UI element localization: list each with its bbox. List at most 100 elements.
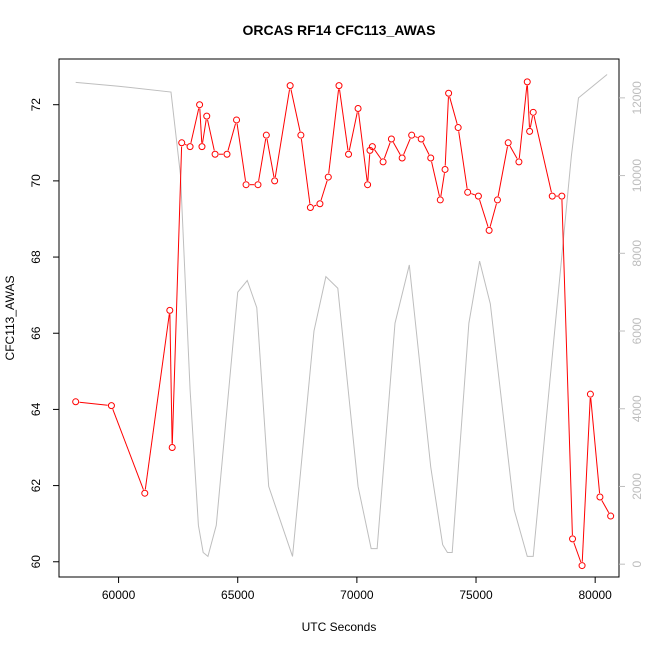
series-primary-point xyxy=(596,493,604,501)
series-primary-point xyxy=(198,143,206,151)
series-primary-segment xyxy=(383,142,391,159)
series-primary-point xyxy=(178,139,186,147)
series-primary-segment xyxy=(339,89,349,151)
series-primary-point xyxy=(141,489,149,497)
series-primary-point xyxy=(107,402,115,410)
series-primary-segment xyxy=(458,131,468,189)
series-primary-point xyxy=(316,200,324,208)
series-primary-point xyxy=(417,135,425,143)
series-primary-point xyxy=(211,150,219,158)
series-primary-point xyxy=(286,82,294,90)
series-primary-segment xyxy=(328,89,340,174)
series-primary-point xyxy=(526,127,534,135)
series-primary-point xyxy=(436,196,444,204)
series-primary-segment xyxy=(561,199,573,536)
series-primary-point xyxy=(254,181,262,189)
series-primary-segment xyxy=(422,142,430,155)
x-tick-label: 65000 xyxy=(221,588,255,602)
y-right-tick-label: 10000 xyxy=(630,159,644,193)
y-right-tick-label: 12000 xyxy=(630,81,644,115)
series-primary-point xyxy=(445,89,453,97)
series-primary-segment xyxy=(449,96,458,125)
series-primary-point xyxy=(379,158,387,166)
series-primary-segment xyxy=(112,408,144,490)
series-primary-segment xyxy=(581,397,591,562)
series-primary-point xyxy=(168,444,176,451)
series-primary-segment xyxy=(348,112,358,151)
y-right-tick-label: 8000 xyxy=(630,240,644,267)
series-primary-point xyxy=(398,154,406,162)
y-tick-label: 66 xyxy=(29,326,43,340)
series-primary-segment xyxy=(590,397,601,494)
series-primary-segment xyxy=(518,85,528,159)
series-primary-segment xyxy=(258,138,267,182)
series-primary-point xyxy=(345,150,353,158)
series-primary-segment xyxy=(144,314,170,490)
series-primary-segment xyxy=(79,401,108,406)
x-tick-label: 60000 xyxy=(102,588,136,602)
series-primary-segment xyxy=(320,180,328,201)
series-primary-segment xyxy=(479,199,489,227)
series-primary-point xyxy=(366,146,374,154)
series-primary-point xyxy=(306,204,314,212)
series-primary-point xyxy=(166,306,174,314)
y-tick-label: 72 xyxy=(29,98,43,112)
series-primary-segment xyxy=(274,89,291,178)
series-primary-point xyxy=(454,124,462,132)
series-primary-segment xyxy=(497,146,508,197)
series-primary-segment xyxy=(431,161,440,197)
series-primary-segment xyxy=(266,138,275,178)
series-primary-segment xyxy=(526,85,530,128)
series-primary-segment xyxy=(290,89,301,132)
series-primary-segment xyxy=(533,115,552,193)
series-primary-point xyxy=(354,105,362,113)
series-primary-point xyxy=(548,192,556,200)
series-primary-segment xyxy=(444,97,449,166)
series-primary-point xyxy=(427,154,435,162)
series-primary-point xyxy=(464,188,472,196)
series-primary-point xyxy=(72,398,80,406)
series-secondary-line xyxy=(75,74,608,558)
series-primary-segment xyxy=(489,203,497,227)
series-primary-segment xyxy=(171,146,183,444)
series-primary-point xyxy=(569,535,577,543)
series-primary-segment xyxy=(367,154,371,181)
series-primary-segment xyxy=(509,145,518,159)
series-primary-point xyxy=(262,131,270,139)
series-primary-segment xyxy=(184,143,187,146)
series-primary-point xyxy=(558,192,566,200)
series-primary-segment xyxy=(601,500,610,513)
y-right-tick-label: 6000 xyxy=(630,317,644,344)
series-primary-point xyxy=(523,78,531,86)
series-primary-point xyxy=(529,108,537,116)
series-primary-point xyxy=(408,131,416,139)
series-primary-point xyxy=(223,150,231,158)
series-primary-segment xyxy=(358,112,368,181)
series-primary-segment xyxy=(169,314,173,444)
series-primary-segment xyxy=(529,115,534,128)
y-right-tick-label: 2000 xyxy=(630,473,644,500)
series-primary-point xyxy=(203,112,211,120)
series-primary-point xyxy=(368,143,376,151)
x-tick-label: 70000 xyxy=(340,588,374,602)
y-right-tick-label: 4000 xyxy=(630,395,644,422)
series-primary-segment xyxy=(374,149,382,160)
series-primary-segment xyxy=(300,138,311,204)
axis-layer: 60000 65000 70000 75000 80000 60 62 64 66 68 70 72 0… xyxy=(29,81,644,602)
y-axis-label: CFC113_AWAS xyxy=(3,276,17,361)
y-tick-label: 70 xyxy=(29,174,43,188)
series-primary-point xyxy=(233,116,241,124)
x-tick-label: 75000 xyxy=(459,588,493,602)
series-primary-point xyxy=(271,177,279,185)
series-primary-segment xyxy=(202,119,207,143)
series-primary-point xyxy=(586,390,594,398)
series-primary-segment xyxy=(471,193,475,196)
x-tick-label: 80000 xyxy=(578,588,612,602)
x-axis-label: UTC Seconds xyxy=(302,620,377,634)
y-tick-label: 64 xyxy=(29,402,43,416)
series-primary-segment xyxy=(392,142,401,155)
series-primary-segment xyxy=(573,542,582,563)
series-primary-segment xyxy=(227,123,236,151)
